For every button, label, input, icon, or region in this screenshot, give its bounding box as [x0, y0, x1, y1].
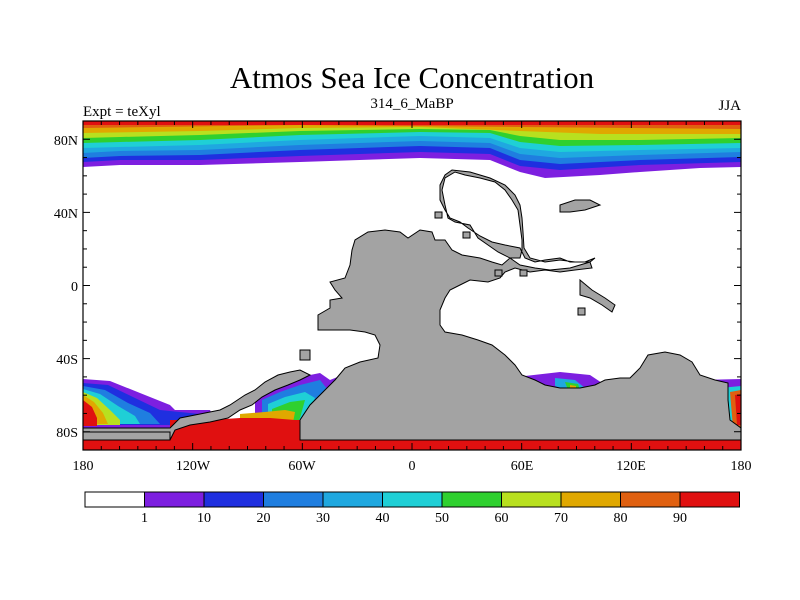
legend-swatch [203, 491, 264, 508]
legend-swatch [263, 491, 324, 508]
island-arc-2 [579, 278, 616, 313]
plot-area [83, 121, 741, 450]
lon-label-0: 0 [409, 459, 416, 474]
legend-label: 10 [197, 511, 211, 526]
south-pacific-sea-ice [83, 379, 215, 428]
legend-label: 60 [495, 511, 509, 526]
legend-label: 20 [257, 511, 271, 526]
season-label: JJA [718, 98, 741, 114]
lat-label-40n: 40N [54, 207, 78, 222]
legend-swatch [501, 491, 562, 508]
figure-title: Atmos Sea Ice Concentration [230, 60, 595, 95]
land-masses [83, 169, 741, 441]
lon-label-180e: 180 [731, 459, 752, 474]
island-5 [434, 211, 443, 219]
color-legend: 1 10 20 30 40 50 60 70 80 90 [84, 491, 740, 526]
lat-label-80n: 80N [54, 134, 78, 149]
pacific-east-band-90 [735, 394, 741, 425]
legend-label: 30 [316, 511, 330, 526]
legend-label: 1 [141, 511, 148, 526]
legend-label: 70 [554, 511, 568, 526]
island-arc-1 [559, 199, 602, 213]
southern-continent-land [83, 431, 171, 441]
latitude-labels: 80N 40N 0 40S 80S [54, 134, 78, 441]
legend-swatch [144, 491, 205, 508]
legend-swatch [620, 491, 681, 508]
legend-swatch [322, 491, 383, 508]
lon-label-180w: 180 [73, 459, 94, 474]
island-4 [494, 269, 503, 277]
lat-label-40s: 40S [56, 353, 78, 368]
lat-label-80s: 80S [56, 426, 78, 441]
island-8 [299, 349, 311, 361]
legend-swatch [441, 491, 502, 508]
legend-label: 80 [614, 511, 628, 526]
legend-swatch [382, 491, 443, 508]
legend-label: 90 [673, 511, 687, 526]
lon-label-60e: 60E [511, 459, 534, 474]
island-6 [462, 231, 471, 239]
legend-swatch [679, 491, 740, 508]
time-label: 314_6_MaBP [370, 96, 453, 112]
lat-label-0: 0 [71, 280, 78, 295]
island-7 [519, 269, 528, 277]
legend-swatch [84, 491, 145, 508]
axis-ticks [82, 120, 742, 451]
island-3 [577, 307, 586, 316]
legend-label: 40 [376, 511, 390, 526]
legend-swatch [560, 491, 621, 508]
lon-label-120e: 120E [616, 459, 646, 474]
supercontinent-land [299, 169, 741, 441]
lon-label-60w: 60W [288, 459, 316, 474]
south-pacific-band-90 [83, 400, 97, 426]
longitude-labels: 180 120W 60W 0 60E 120E 180 [73, 459, 752, 474]
lon-label-120w: 120W [176, 459, 211, 474]
experiment-label: Expt = teXyl [83, 104, 161, 120]
legend-label: 50 [435, 511, 449, 526]
